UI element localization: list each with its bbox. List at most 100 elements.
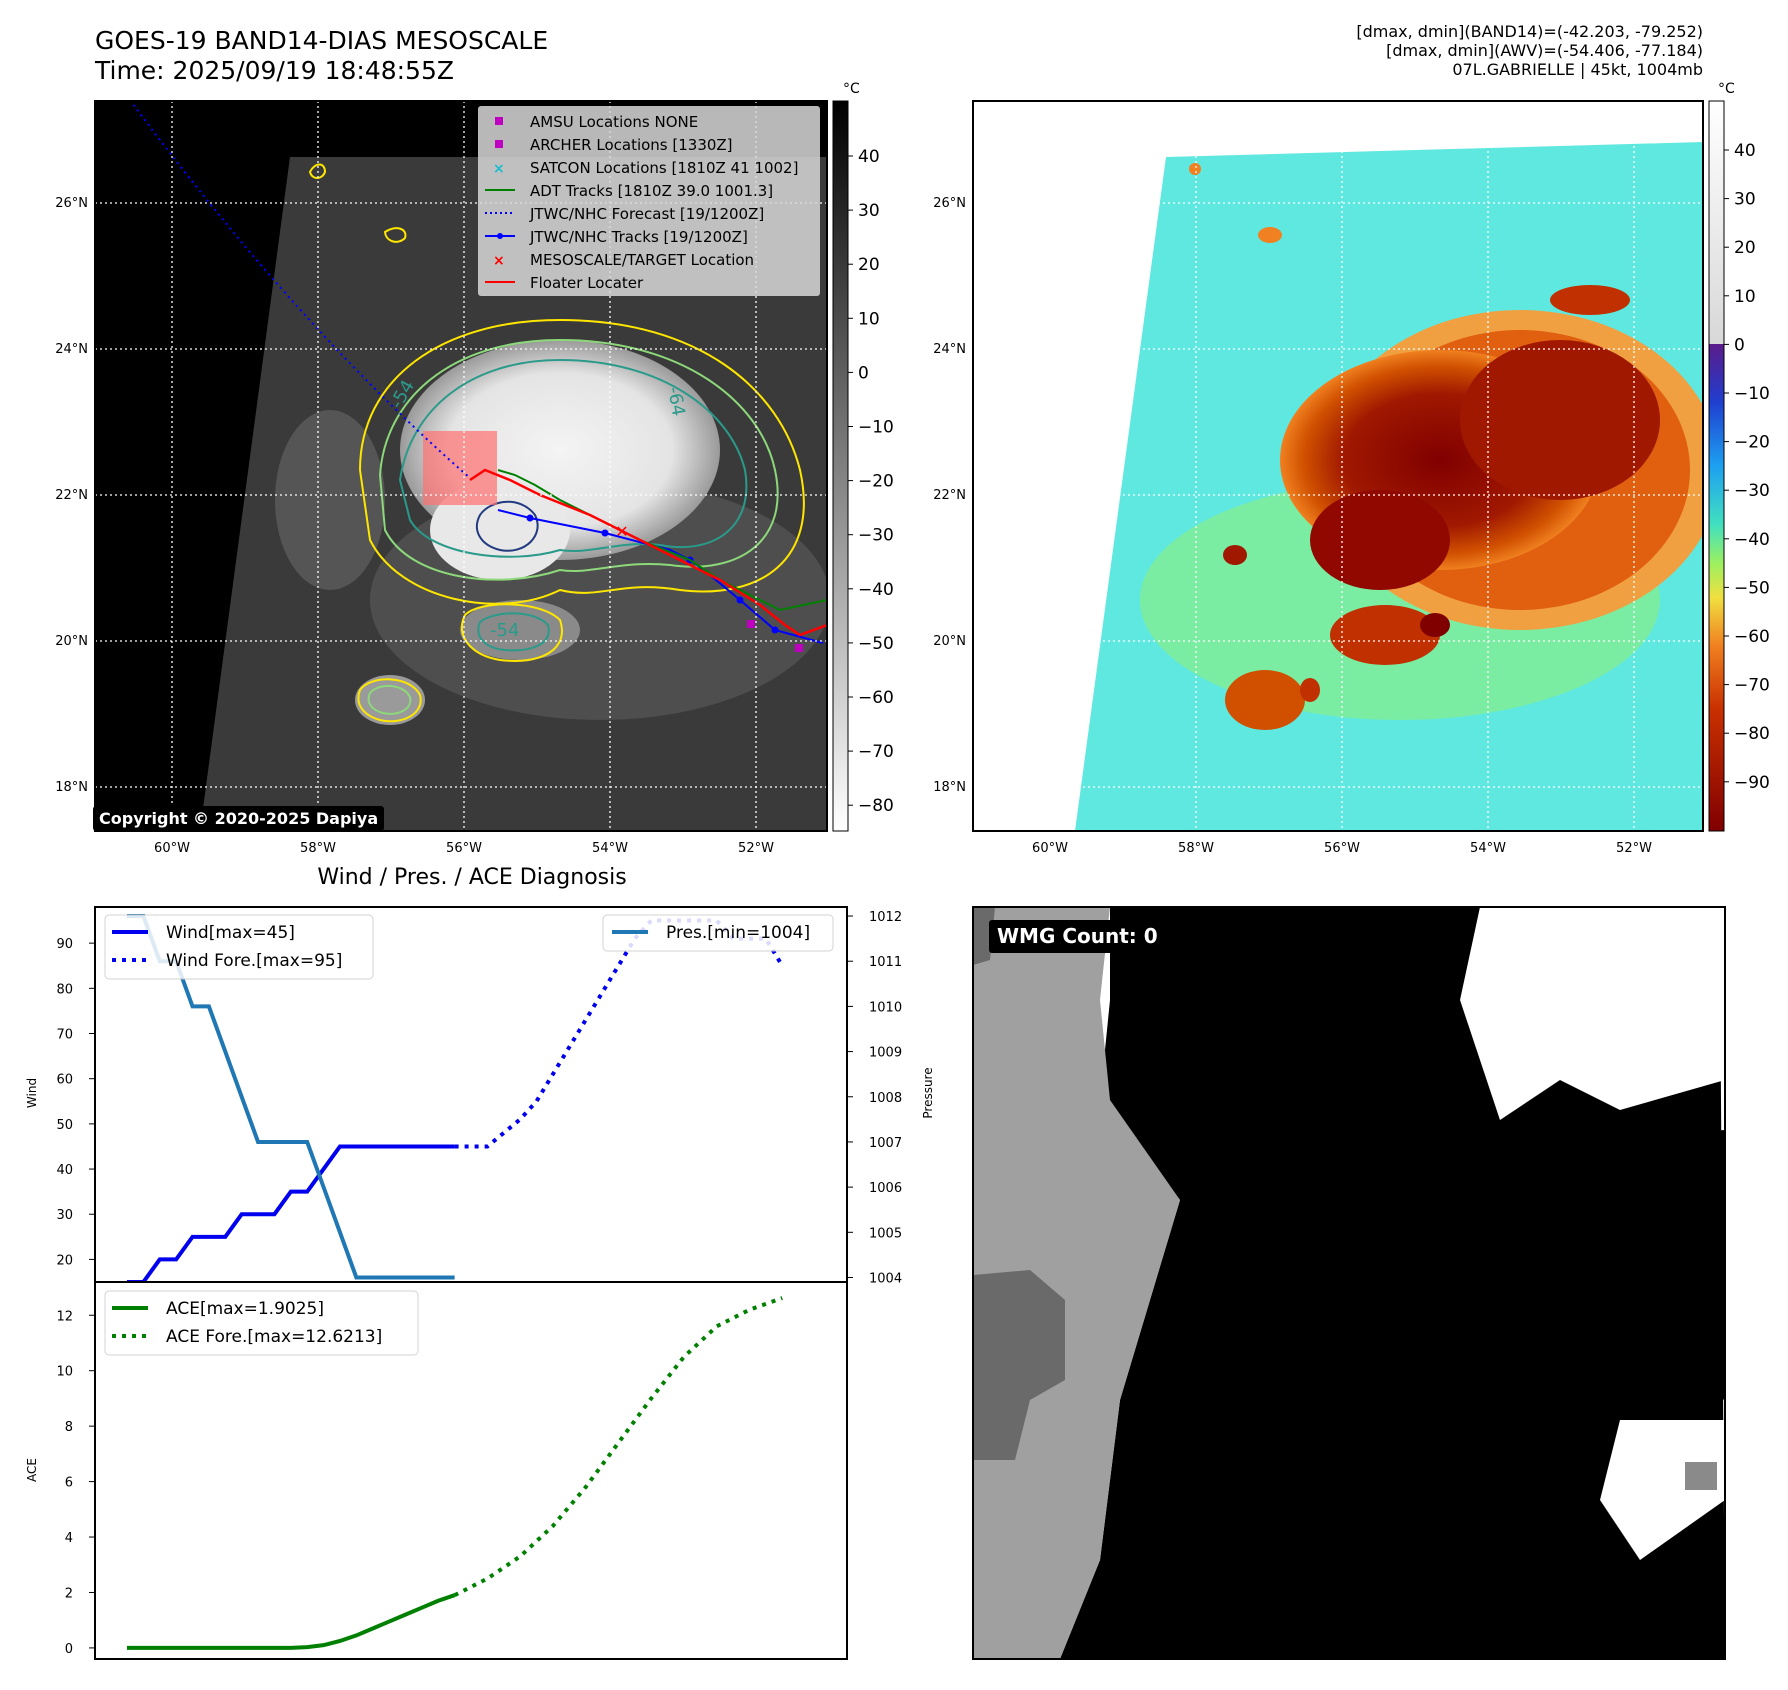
colorbar-tick-label: 20 — [1734, 238, 1756, 258]
legend-entry: × MESOSCALE/TARGET Location — [493, 251, 754, 269]
lat-labels-left: 26°N 24°N 22°N 20°N 18°N — [55, 196, 88, 795]
svg-text:58°W: 58°W — [300, 841, 336, 856]
info-line-2: [dmax, dmin](AWV)=(-54.406, -77.184) — [1386, 41, 1703, 60]
legend-right: Pres.[min=1004] — [602, 914, 834, 952]
svg-text:60°W: 60°W — [1032, 841, 1068, 856]
ace-series-line-0 — [127, 1593, 456, 1650]
y2-tick-label: 1006 — [869, 1181, 902, 1196]
y-tick-label: 80 — [56, 982, 73, 997]
legend-entry: AMSU Locations NONE — [495, 113, 698, 131]
legend-label: ADT Tracks [1810Z 39.0 1001.3] — [530, 182, 773, 200]
legend-entry: × SATCON Locations [1810Z 41 1002] — [493, 159, 798, 177]
colorbar-tick-label: 40 — [858, 147, 880, 167]
legend-box — [602, 914, 834, 952]
colorbar-tick-label: 30 — [858, 201, 880, 221]
colorbar-tick-label: −50 — [858, 634, 894, 654]
svg-text:22°N: 22°N — [933, 488, 966, 503]
svg-text:26°N: 26°N — [933, 196, 966, 211]
wmg-dark-region — [1060, 907, 1725, 1659]
contour-label-2: -64 — [663, 385, 689, 418]
svg-text:52°W: 52°W — [1616, 841, 1652, 856]
y2-tick-label: 1010 — [869, 1000, 902, 1015]
colorbar-left: °C 40 30 20 10 0 −10 −20 −30 −40 −50 −60 −70 −80 — [832, 81, 894, 832]
colorbar-unit: °C — [1718, 81, 1735, 97]
grid-right — [973, 101, 1703, 831]
legend-label: Pres.[min=1004] — [666, 923, 810, 943]
wmg-count: WMG Count: 0 — [989, 920, 1166, 953]
y-tick-label: 30 — [56, 1208, 73, 1223]
y2-tick-label: 1008 — [869, 1091, 902, 1106]
svg-text:60°W: 60°W — [154, 841, 190, 856]
svg-text:56°W: 56°W — [1324, 841, 1360, 856]
y-tick-label: 2 — [65, 1586, 73, 1601]
diagnosis-title: Wind / Pres. / ACE Diagnosis — [317, 865, 626, 890]
legend-label: MESOSCALE/TARGET Location — [530, 251, 754, 269]
legend-label: Wind[max=45] — [166, 923, 295, 943]
legend-label: Wind Fore.[max=95] — [166, 951, 342, 971]
y2-tick-label: 1009 — [869, 1046, 902, 1061]
grid-left — [95, 101, 827, 831]
wind-pressure-chart: 20 30 40 50 60 70 80 90 1004 1005 1006 1007 1008 1009… — [25, 906, 935, 1286]
contours — [308, 163, 805, 723]
legend-entry: Floater Locater — [485, 274, 644, 292]
colorbar-tick-label: −80 — [858, 796, 894, 816]
colorbar-tick-label: −70 — [858, 742, 894, 762]
svg-text:24°N: 24°N — [55, 342, 88, 357]
svg-text:20°N: 20°N — [55, 634, 88, 649]
wmg-panel — [972, 906, 1726, 1660]
y-tick-label: 4 — [65, 1531, 73, 1546]
colorbar-tick-label: 40 — [1734, 141, 1756, 161]
ace-series-line-1 — [453, 1296, 783, 1597]
floater-track — [469, 468, 827, 637]
legend-left: Wind[max=45] Wind Fore.[max=95] — [104, 914, 374, 980]
y-tick-label: 0 — [65, 1642, 73, 1657]
legend-label: ACE[max=1.9025] — [166, 1299, 324, 1319]
legend-label: AMSU Locations NONE — [530, 113, 698, 131]
legend-entry: ADT Tracks [1810Z 39.0 1001.3] — [485, 182, 773, 200]
colorbar-tick-label: −80 — [1734, 724, 1770, 744]
legend-label: ARCHER Locations [1330Z] — [530, 136, 733, 154]
legend-ace: ACE[max=1.9025] ACE Fore.[max=12.6213] — [104, 1290, 419, 1356]
colorbar-tick-label: −60 — [1734, 627, 1770, 647]
colorbar-tick-label: −40 — [858, 580, 894, 600]
legend-label: Floater Locater — [530, 274, 644, 292]
ir-map-right: 26°N 24°N 22°N 20°N 18°N 60°W 58°W 56°W … — [933, 81, 1770, 856]
colorbar-tick-label: −30 — [1734, 481, 1770, 501]
colorbar-tick-label: −60 — [858, 688, 894, 708]
legend-label: JTWC/NHC Tracks [19/1200Z] — [529, 228, 748, 246]
title-line-1: GOES-19 BAND14-DIAS MESOSCALE — [95, 26, 549, 55]
legend-entry: JTWC/NHC Forecast [19/1200Z] — [485, 205, 764, 223]
y-tick-label: 90 — [56, 937, 73, 952]
title-line-2: Time: 2025/09/19 18:48:55Z — [95, 56, 454, 85]
legend-label: JTWC/NHC Forecast [19/1200Z] — [529, 205, 764, 223]
ace-chart: 0 2 4 6 8 10 12 ACE ACE[max=1.9025] ACE Fore.[max… — [25, 1281, 848, 1660]
lon-labels-right: 60°W 58°W 56°W 54°W 52°W — [1032, 841, 1652, 856]
svg-text:20°N: 20°N — [933, 634, 966, 649]
y2-tick-label: 1012 — [869, 910, 902, 925]
map-legend: AMSU Locations NONE ARCHER Locations [13… — [478, 106, 820, 296]
colorbar-tick-label: 10 — [1734, 287, 1756, 307]
svg-text:52°W: 52°W — [738, 841, 774, 856]
svg-text:56°W: 56°W — [446, 841, 482, 856]
legend-entry: ARCHER Locations [1330Z] — [495, 136, 733, 154]
y2-tick-label: 1007 — [869, 1136, 902, 1151]
floater-box — [423, 431, 497, 505]
lat-labels-right: 26°N 24°N 22°N 20°N 18°N — [933, 196, 966, 795]
y-tick-label: 40 — [56, 1163, 73, 1178]
storm-info: [dmax, dmin](BAND14)=(-42.203, -79.252) … — [1356, 22, 1703, 79]
colorbar-tick-label: −10 — [1734, 384, 1770, 404]
svg-text:26°N: 26°N — [55, 196, 88, 211]
archer-marker — [747, 620, 755, 628]
colorbar-tick-label: −10 — [858, 418, 894, 438]
colorbar-tick-label: −20 — [1734, 433, 1770, 453]
svg-text:×: × — [493, 253, 505, 269]
y-axis-label: ACE — [25, 1458, 39, 1482]
colorbar-tick-label: −30 — [858, 526, 894, 546]
archer-marker — [795, 644, 803, 652]
colorbar-tick-label: −40 — [1734, 530, 1770, 550]
y2-tick-label: 1004 — [869, 1271, 902, 1286]
info-line-3: 07L.GABRIELLE | 45kt, 1004mb — [1452, 60, 1703, 79]
y-tick-label: 10 — [56, 1365, 73, 1380]
map-frame-left — [94, 100, 828, 832]
legend-box — [104, 914, 374, 980]
